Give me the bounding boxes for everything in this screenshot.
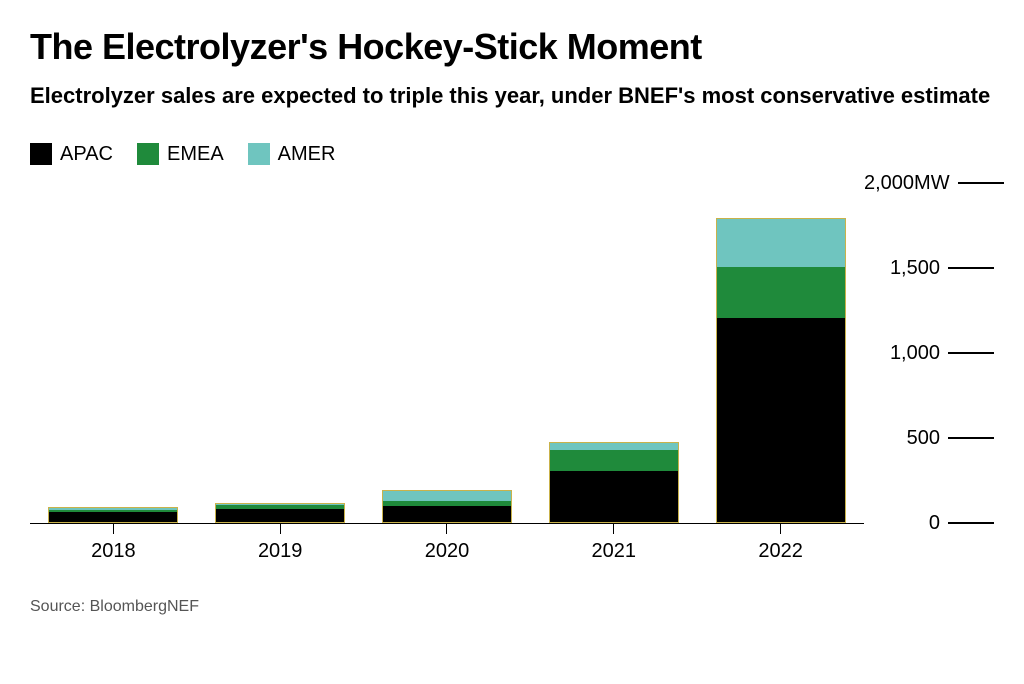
x-tick-label: 2019 — [258, 540, 303, 563]
chart-title: The Electrolyzer's Hockey-Stick Moment — [30, 26, 994, 68]
legend-item: APAC — [30, 143, 113, 166]
y-tick: 2,000MW — [864, 172, 994, 195]
bar-segment-emea — [550, 450, 678, 470]
legend-item: AMER — [248, 143, 336, 166]
y-tick: 1,500 — [864, 257, 994, 280]
y-tick: 1,000 — [864, 342, 994, 365]
x-tick: 2021 — [530, 524, 697, 564]
stacked-bar — [48, 507, 178, 522]
y-tick-label: 2,000MW — [864, 172, 950, 195]
y-tick-label: 500 — [864, 427, 940, 450]
x-tick-label: 2018 — [91, 540, 136, 563]
legend-label: EMEA — [167, 143, 224, 166]
bar-segment-apac — [383, 506, 511, 521]
y-tick-line — [958, 182, 1004, 184]
x-tick: 2020 — [364, 524, 531, 564]
legend-swatch — [137, 143, 159, 165]
bar-slot — [697, 184, 864, 523]
y-tick-line — [948, 267, 994, 269]
stacked-bar — [549, 442, 679, 522]
stacked-bar — [215, 503, 345, 523]
y-tick-label: 1,000 — [864, 342, 940, 365]
legend: APAC EMEA AMER — [30, 143, 994, 166]
x-tick-mark — [446, 524, 447, 534]
bar-segment-apac — [717, 318, 845, 522]
bar-slot — [30, 184, 197, 523]
y-tick-label: 0 — [864, 512, 940, 535]
x-tick: 2019 — [197, 524, 364, 564]
plot-area — [30, 184, 864, 524]
legend-label: APAC — [60, 143, 113, 166]
bar-slot — [197, 184, 364, 523]
bar-segment-apac — [550, 471, 678, 522]
stacked-bar — [382, 490, 512, 523]
x-tick-mark — [613, 524, 614, 534]
legend-swatch — [248, 143, 270, 165]
chart: 2,000MW1,5001,0005000 201820192020202120… — [30, 184, 994, 564]
source-attribution: Source: BloombergNEF — [30, 598, 994, 616]
chart-subtitle: Electrolyzer sales are expected to tripl… — [30, 82, 994, 111]
y-tick: 500 — [864, 427, 994, 450]
bar-segment-amer — [383, 491, 511, 501]
bar-segment-apac — [49, 512, 177, 521]
x-tick-mark — [280, 524, 281, 534]
legend-swatch — [30, 143, 52, 165]
x-tick-mark — [113, 524, 114, 534]
bar-segment-amer — [717, 219, 845, 267]
y-tick: 0 — [864, 512, 994, 535]
bar-slot — [364, 184, 531, 523]
y-tick-label: 1,500 — [864, 257, 940, 280]
y-tick-line — [948, 437, 994, 439]
legend-label: AMER — [278, 143, 336, 166]
x-tick-label: 2020 — [425, 540, 470, 563]
bars-container — [30, 184, 864, 523]
y-tick-line — [948, 352, 994, 354]
bar-segment-amer — [550, 443, 678, 450]
stacked-bar — [716, 218, 846, 523]
x-tick-label: 2021 — [592, 540, 637, 563]
x-tick: 2018 — [30, 524, 197, 564]
x-tick-label: 2022 — [758, 540, 803, 563]
x-axis: 2018 2019 2020 2021 2022 — [30, 524, 864, 564]
x-tick: 2022 — [697, 524, 864, 564]
x-tick-mark — [780, 524, 781, 534]
bar-slot — [530, 184, 697, 523]
y-axis: 2,000MW1,5001,0005000 — [864, 184, 994, 524]
y-tick-line — [948, 522, 994, 524]
bar-segment-apac — [216, 509, 344, 522]
legend-item: EMEA — [137, 143, 224, 166]
bar-segment-emea — [717, 267, 845, 318]
